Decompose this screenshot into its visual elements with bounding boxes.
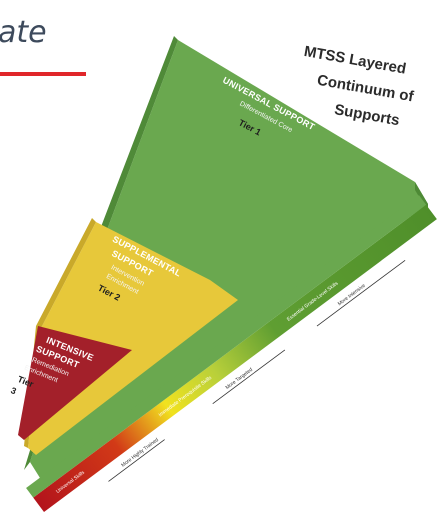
title-line: Supports: [333, 101, 401, 129]
heading: ate: [0, 15, 47, 50]
diagram: ate Universal Skills Immediate Prerequis…: [0, 0, 442, 526]
tier-label: 3: [9, 385, 17, 396]
page: {"heading": "ate", "title_lines": ["MTSS…: [0, 0, 442, 526]
heading-underline: [0, 72, 86, 76]
